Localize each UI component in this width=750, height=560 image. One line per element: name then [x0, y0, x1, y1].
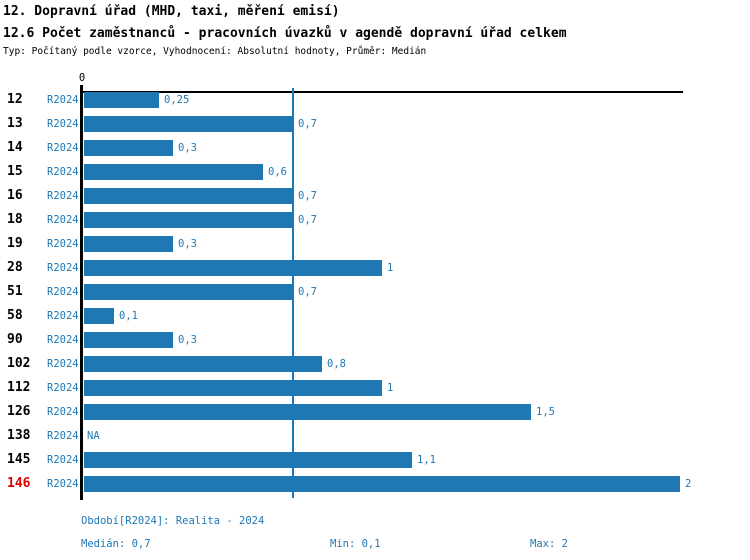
bar	[84, 212, 293, 228]
value-label: 0,3	[178, 142, 197, 154]
category-label: 145	[7, 452, 31, 467]
value-label: 0,7	[298, 286, 317, 298]
bar	[84, 188, 293, 204]
footer-max: Max: 2	[530, 538, 568, 550]
footer-min: Min: 0,1	[330, 538, 381, 550]
value-label: 0,8	[327, 358, 346, 370]
bar	[84, 116, 293, 132]
category-label: 19	[7, 236, 23, 251]
bar	[84, 404, 531, 420]
chart-row: 58 R2024 0,1	[0, 304, 750, 328]
chart-title-line2: 12.6 Počet zaměstnanců - pracovních úvaz…	[3, 26, 567, 41]
bar	[84, 92, 159, 108]
category-label: 15	[7, 164, 23, 179]
value-label: 1,1	[417, 454, 436, 466]
chart-row: 13 R2024 0,7	[0, 112, 750, 136]
bar	[84, 284, 293, 300]
series-label: R2024	[47, 190, 79, 202]
category-label: 112	[7, 380, 31, 395]
category-label: 138	[7, 428, 31, 443]
chart-row: 138 R2024 NA	[0, 424, 750, 448]
chart-row: 51 R2024 0,7	[0, 280, 750, 304]
value-label: 0,25	[164, 94, 190, 106]
chart-row: 14 R2024 0,3	[0, 136, 750, 160]
category-label: 28	[7, 260, 23, 275]
series-label: R2024	[47, 118, 79, 130]
bar	[84, 308, 114, 324]
series-label: R2024	[47, 262, 79, 274]
category-label: 126	[7, 404, 31, 419]
category-label: 12	[7, 92, 23, 107]
chart-row: 16 R2024 0,7	[0, 184, 750, 208]
value-label: NA	[87, 430, 100, 442]
chart-row: 145 R2024 1,1	[0, 448, 750, 472]
chart-row: 19 R2024 0,3	[0, 232, 750, 256]
series-label: R2024	[47, 478, 79, 490]
category-label: 16	[7, 188, 23, 203]
bar	[84, 236, 173, 252]
chart-row: 102 R2024 0,8	[0, 352, 750, 376]
bar	[84, 140, 173, 156]
value-label: 0,7	[298, 118, 317, 130]
value-label: 1	[387, 382, 394, 394]
chart-row: 18 R2024 0,7	[0, 208, 750, 232]
series-label: R2024	[47, 286, 79, 298]
category-label: 18	[7, 212, 23, 227]
value-label: 1	[387, 262, 394, 274]
value-label: 0,7	[298, 214, 317, 226]
chart-row: 112 R2024 1	[0, 376, 750, 400]
x-axis-line	[80, 91, 683, 93]
chart-row: 146 R2024 2	[0, 472, 750, 496]
value-label: 1,5	[536, 406, 555, 418]
series-label: R2024	[47, 382, 79, 394]
chart-title-line1: 12. Dopravní úřad (MHD, taxi, měření emi…	[3, 4, 340, 19]
chart-subtitle: Typ: Počítaný podle vzorce, Vyhodnocení:…	[3, 46, 427, 57]
bar	[84, 452, 412, 468]
bar	[84, 260, 382, 276]
median-reference-line	[292, 88, 294, 498]
value-label: 2	[685, 478, 692, 490]
chart-row: 12 R2024 0,25	[0, 88, 750, 112]
bar	[84, 332, 173, 348]
value-label: 0,3	[178, 238, 197, 250]
series-label: R2024	[47, 334, 79, 346]
bar	[84, 380, 382, 396]
series-label: R2024	[47, 94, 79, 106]
value-label: 0,7	[298, 190, 317, 202]
series-label: R2024	[47, 358, 79, 370]
value-label: 0,3	[178, 334, 197, 346]
chart-row: 28 R2024 1	[0, 256, 750, 280]
footer-median: Medián: 0,7	[81, 538, 151, 550]
category-label: 146	[7, 476, 31, 491]
value-label: 0,6	[268, 166, 287, 178]
category-label: 90	[7, 332, 23, 347]
series-label: R2024	[47, 142, 79, 154]
x-axis-zero-tick-label: 0	[78, 72, 86, 84]
chart-row: 15 R2024 0,6	[0, 160, 750, 184]
series-label: R2024	[47, 454, 79, 466]
category-label: 58	[7, 308, 23, 323]
series-label: R2024	[47, 430, 79, 442]
footer-period: Období[R2024]: Realita - 2024	[81, 515, 265, 527]
series-label: R2024	[47, 166, 79, 178]
value-label: 0,1	[119, 310, 138, 322]
series-label: R2024	[47, 214, 79, 226]
series-label: R2024	[47, 310, 79, 322]
chart-row: 90 R2024 0,3	[0, 328, 750, 352]
chart-row: 126 R2024 1,5	[0, 400, 750, 424]
category-label: 102	[7, 356, 31, 371]
bar	[84, 356, 322, 372]
series-label: R2024	[47, 406, 79, 418]
category-label: 51	[7, 284, 23, 299]
category-label: 14	[7, 140, 23, 155]
bar	[84, 164, 263, 180]
series-label: R2024	[47, 238, 79, 250]
category-label: 13	[7, 116, 23, 131]
bar	[84, 476, 680, 492]
y-axis-line	[80, 85, 83, 500]
